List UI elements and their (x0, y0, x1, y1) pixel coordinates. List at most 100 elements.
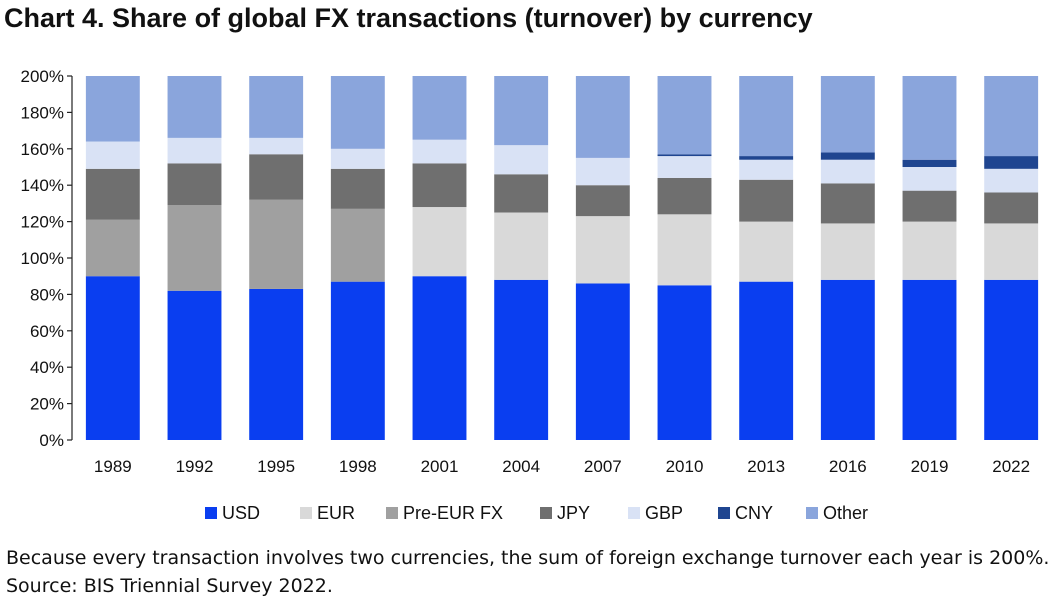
bar-gbp-2013 (739, 159, 794, 180)
bar-stack-2010 (657, 76, 712, 440)
bar-usd-1998 (330, 281, 385, 440)
bar-pre-eur-fx-1995 (249, 199, 304, 289)
bar-stack-2013 (739, 76, 794, 440)
legend-label-eur: EUR (317, 503, 355, 523)
bar-jpy-2004 (494, 174, 549, 213)
bar-jpy-1998 (330, 168, 385, 209)
stacked-bar-chart: 0% 20% 40% 60% 80% 100% 120% 140% 160% 180% 200% 1… (21, 67, 1039, 523)
bar-jpy-2010 (657, 177, 712, 215)
legend-label-pre-eur-fx: Pre-EUR FX (403, 503, 503, 523)
bar-other-1995 (249, 76, 304, 138)
y-tick-label: 60% (30, 322, 64, 341)
bar-stack-1995 (249, 76, 304, 440)
y-tick-label: 160% (21, 140, 64, 159)
bar-usd-2004 (494, 279, 549, 440)
bar-pre-eur-fx-1989 (85, 219, 140, 277)
bar-stack-2001 (412, 76, 467, 440)
bar-pre-eur-fx-1992 (167, 205, 222, 291)
bar-stack-2019 (902, 76, 957, 440)
legend-label-other: Other (823, 503, 868, 523)
bar-other-1998 (330, 76, 385, 149)
bar-other-2016 (820, 76, 875, 153)
y-tick-label: 200% (21, 67, 64, 86)
bar-eur-2001 (412, 207, 467, 277)
bar-gbp-1995 (249, 137, 304, 155)
bar-usd-2010 (657, 285, 712, 440)
x-tick-label: 2019 (911, 457, 949, 476)
bar-cny-2022 (984, 156, 1039, 169)
bar-jpy-2022 (984, 192, 1039, 224)
legend-label-gbp: GBP (645, 503, 683, 523)
bar-jpy-2013 (739, 179, 794, 222)
bar-usd-2019 (902, 279, 957, 440)
bar-gbp-2016 (820, 159, 875, 184)
bar-gbp-2022 (984, 168, 1039, 193)
y-tick-label: 0% (39, 431, 64, 450)
legend-swatch-jpy (540, 507, 552, 519)
x-tick-label: 1989 (94, 457, 132, 476)
bar-other-2013 (739, 76, 794, 157)
y-axis: 0% 20% 40% 60% 80% 100% 120% 140% 160% 180% 200% (21, 67, 73, 450)
bar-usd-2007 (575, 283, 630, 440)
x-tick-label: 2007 (584, 457, 622, 476)
bar-usd-2013 (739, 281, 794, 440)
bar-eur-2019 (902, 221, 957, 280)
bar-other-2022 (984, 76, 1039, 157)
bar-other-1992 (167, 76, 222, 138)
bar-usd-2001 (412, 276, 467, 440)
bar-jpy-1995 (249, 154, 304, 200)
y-tick-label: 140% (21, 176, 64, 195)
legend-label-cny: CNY (735, 503, 773, 523)
bar-jpy-2019 (902, 190, 957, 222)
legend-swatch-pre-eur-fx (386, 507, 398, 519)
bar-other-2010 (657, 76, 712, 155)
bar-eur-2010 (657, 214, 712, 286)
bar-stack-1989 (85, 76, 140, 440)
bar-eur-2007 (575, 216, 630, 284)
bar-cny-2019 (902, 159, 957, 167)
bar-gbp-1992 (167, 137, 222, 164)
bar-other-2001 (412, 76, 467, 140)
bar-jpy-2007 (575, 185, 630, 217)
bar-gbp-2019 (902, 167, 957, 191)
bar-jpy-2016 (820, 183, 875, 224)
bar-stack-2022 (984, 76, 1039, 440)
x-tick-label: 2016 (829, 457, 867, 476)
bar-stack-2007 (575, 76, 630, 440)
bar-stacks (85, 76, 1039, 440)
x-tick-label: 1995 (257, 457, 295, 476)
x-tick-label: 2013 (747, 457, 785, 476)
bar-eur-2022 (984, 223, 1039, 280)
bar-jpy-2001 (412, 163, 467, 208)
bar-gbp-2010 (657, 156, 712, 178)
x-axis: 1989 1992 1995 1998 2001 2004 2007 2010 2013 2016… (94, 457, 1030, 476)
x-tick-label: 1998 (339, 457, 377, 476)
bar-pre-eur-fx-1998 (330, 208, 385, 282)
x-tick-label: 2004 (502, 457, 540, 476)
y-tick-label: 20% (30, 395, 64, 414)
chart-title: Chart 4. Share of global FX transactions… (4, 3, 813, 33)
bar-gbp-1998 (330, 148, 385, 169)
legend: USD EUR Pre-EUR FX JPY GBP CNY Other (205, 503, 868, 523)
bar-stack-2016 (820, 76, 875, 440)
bar-usd-2022 (984, 279, 1039, 440)
bar-gbp-2004 (494, 145, 549, 175)
bar-usd-1992 (167, 290, 222, 440)
bar-gbp-1989 (85, 141, 140, 169)
x-tick-label: 2010 (666, 457, 704, 476)
bar-cny-2010 (657, 154, 712, 157)
bar-usd-1995 (249, 288, 304, 440)
bar-usd-2016 (820, 279, 875, 440)
y-tick-label: 180% (21, 103, 64, 122)
y-tick-label: 40% (30, 358, 64, 377)
bar-other-2019 (902, 76, 957, 160)
y-tick-label: 80% (30, 285, 64, 304)
legend-label-jpy: JPY (557, 503, 590, 523)
bar-gbp-2007 (575, 157, 630, 186)
chart-caption: Because every transaction involves two c… (6, 547, 1050, 597)
bar-cny-2016 (820, 152, 875, 160)
bar-other-2007 (575, 76, 630, 158)
bar-eur-2004 (494, 212, 549, 280)
bar-stack-1998 (330, 76, 385, 440)
legend-swatch-other (806, 507, 818, 519)
